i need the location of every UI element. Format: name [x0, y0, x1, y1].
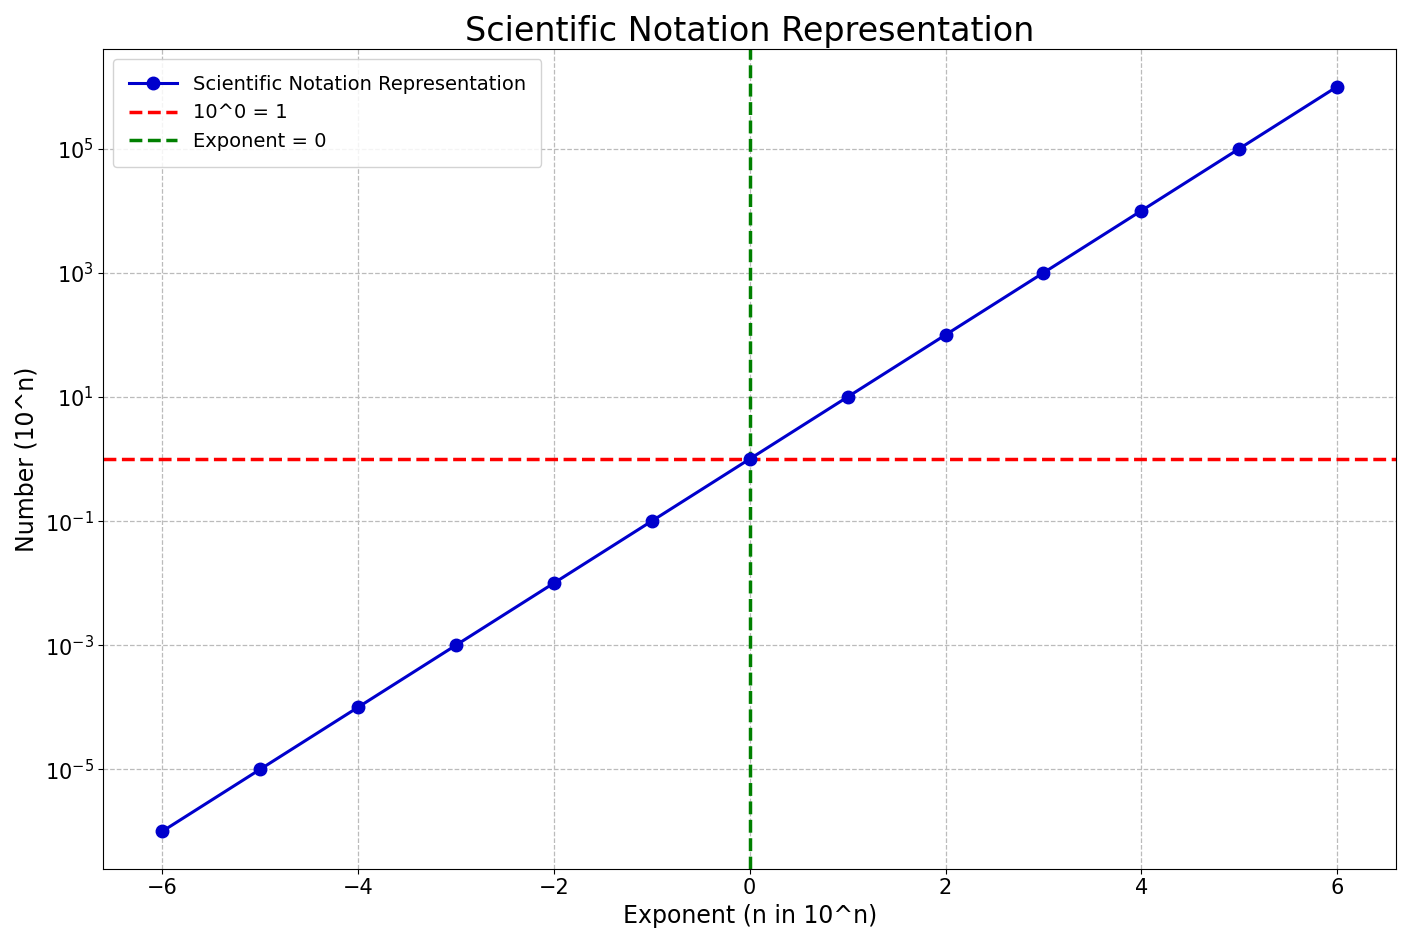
Legend: Scientific Notation Representation, 10^0 = 1, Exponent = 0: Scientific Notation Representation, 10^0…: [113, 59, 542, 167]
Scientific Notation Representation: [447, 639, 464, 651]
Exponent = 0: [741, 454, 758, 465]
Scientific Notation Representation: [643, 516, 660, 527]
Scientific Notation Representation: [1230, 143, 1247, 155]
Scientific Notation Representation: [840, 391, 856, 403]
Y-axis label: Number (10^n): Number (10^n): [16, 366, 40, 552]
Scientific Notation Representation: [350, 702, 367, 713]
10^0 = 1: [840, 454, 856, 465]
Line: Scientific Notation Representation: Scientific Notation Representation: [155, 80, 1343, 837]
Scientific Notation Representation: [1329, 81, 1346, 92]
Scientific Notation Representation: [154, 826, 171, 837]
Scientific Notation Representation: [1133, 205, 1150, 216]
Scientific Notation Representation: [251, 764, 268, 775]
Scientific Notation Representation: [1036, 267, 1053, 278]
Scientific Notation Representation: [741, 454, 758, 465]
Scientific Notation Representation: [545, 577, 562, 588]
Scientific Notation Representation: [937, 329, 954, 340]
10^0 = 1: [741, 454, 758, 465]
X-axis label: Exponent (n in 10^n): Exponent (n in 10^n): [622, 904, 876, 928]
Title: Scientific Notation Representation: Scientific Notation Representation: [466, 15, 1034, 48]
